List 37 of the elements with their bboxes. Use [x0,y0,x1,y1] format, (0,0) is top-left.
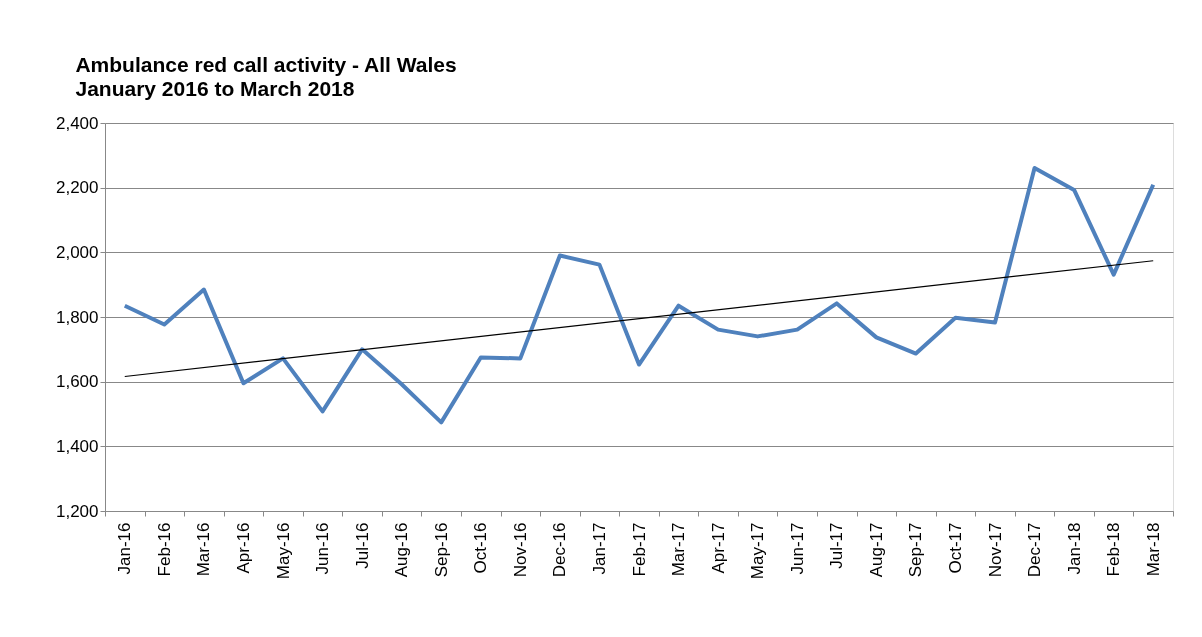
x-tick-label: Nov-16 [510,522,530,578]
x-tick-label: Mar-18 [1143,522,1163,577]
x-tick-label: Dec-16 [550,522,570,578]
x-tick-label: Jun-17 [787,522,807,575]
x-tick-label: Jul-17 [827,522,847,569]
x-tick-label: Nov-17 [985,522,1005,578]
x-tick-label: Jul-16 [352,522,372,569]
x-tick-label: Mar-16 [194,522,214,577]
x-tick-label: Feb-16 [154,522,174,577]
x-tick-label: Apr-16 [233,522,253,574]
x-tick-label: Jan-18 [1064,522,1084,575]
x-tick-label: Sep-17 [906,522,926,578]
y-tick-label: 2,000 [55,242,99,262]
x-tick-label: Sep-16 [431,522,451,578]
x-tick-label: Mar-17 [669,522,689,577]
line-series [122,165,1156,425]
x-tick-label: Apr-17 [708,522,728,574]
y-tick-label: 1,400 [55,436,99,456]
x-tick-label: Jan-17 [589,522,609,575]
x-tick-label: Dec-17 [1025,522,1045,578]
y-tick-label: 1,800 [55,307,99,327]
y-tick-label: 1,600 [55,372,99,392]
x-tick-label: May-17 [748,522,768,580]
x-tick-label: Oct-16 [471,522,491,574]
y-tick-label: 2,400 [55,113,99,133]
x-tick-label: Jan-16 [115,522,135,575]
x-tick-label: Feb-17 [629,522,649,577]
x-tick-label: Feb-18 [1104,522,1124,577]
x-tick-label: Aug-16 [392,522,412,578]
chart-subtitle: January 2016 to March 2018 [75,77,355,100]
y-tick-label: 2,200 [55,178,99,198]
y-tick-label: 1,200 [55,501,99,521]
x-tick-label: Oct-17 [945,522,965,574]
chart-title: Ambulance red call activity - All Wales [75,53,457,76]
x-tick-label: May-16 [273,522,293,580]
x-tick-label: Aug-17 [866,522,886,578]
x-tick-label: Jun-16 [313,522,333,575]
